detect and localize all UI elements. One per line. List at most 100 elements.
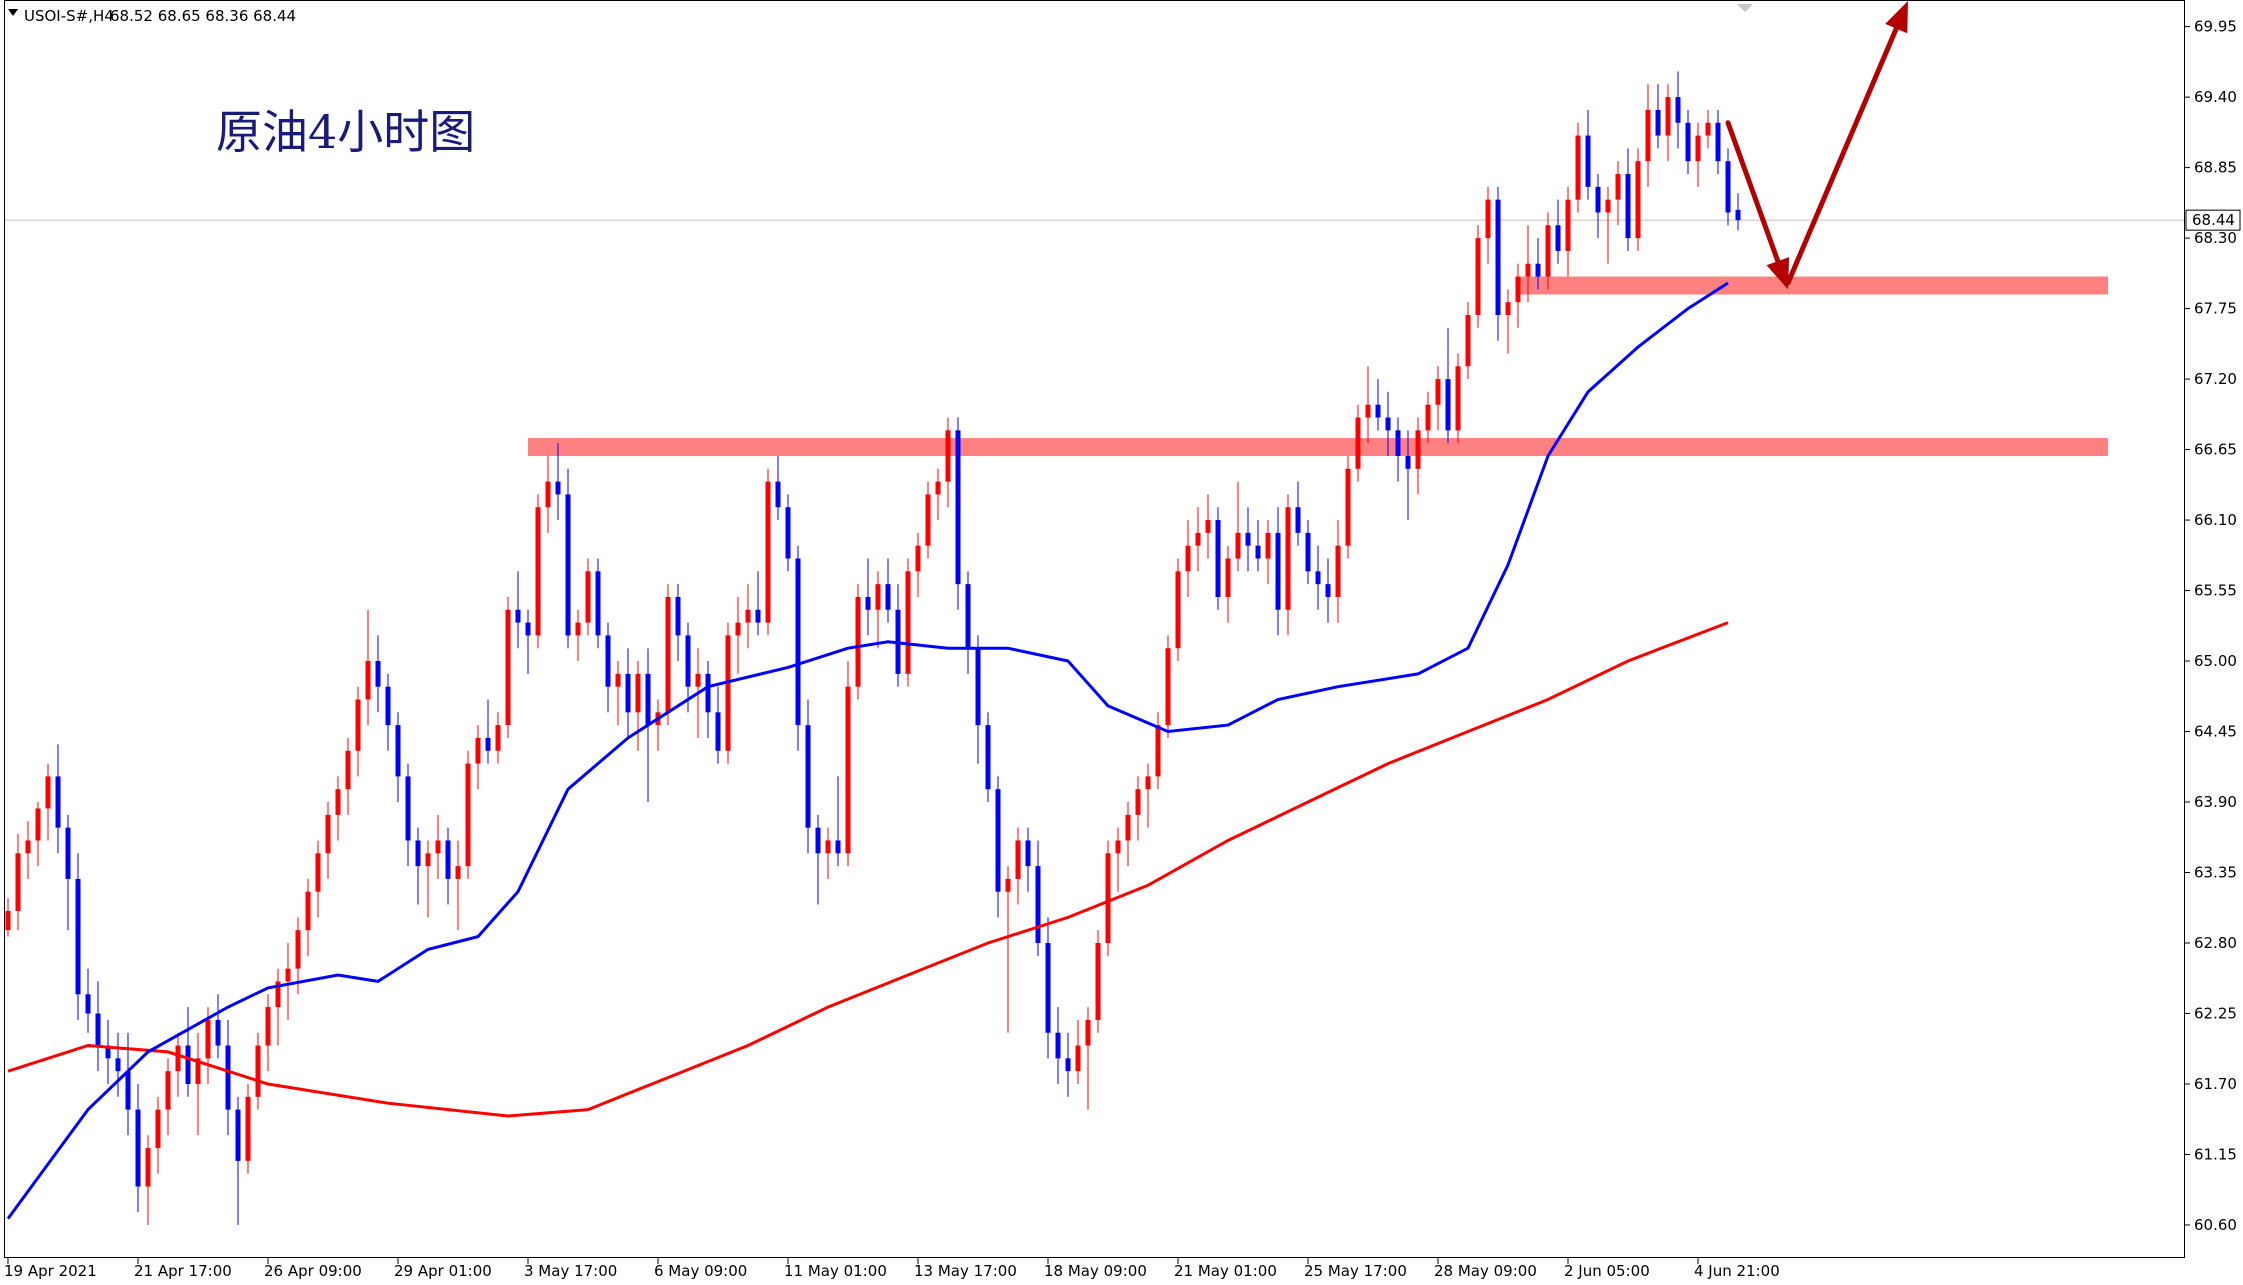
- candle-body: [485, 737, 491, 751]
- candle-body: [105, 1045, 111, 1059]
- candle: [1485, 186, 1491, 264]
- candle: [875, 571, 881, 649]
- trend-arrow-1[interactable]: [1785, 1, 1908, 286]
- candle: [1345, 455, 1351, 559]
- candle: [25, 821, 31, 879]
- current-price-tag: 68.44: [2185, 209, 2241, 231]
- candle-body: [345, 750, 351, 790]
- candle-body: [1715, 122, 1721, 162]
- candle-body: [695, 673, 701, 687]
- candle: [1385, 391, 1391, 456]
- candle: [835, 776, 841, 867]
- candle-body: [195, 1058, 201, 1084]
- candle: [1335, 520, 1341, 623]
- candle-body: [875, 584, 881, 610]
- candle-body: [425, 853, 431, 867]
- candle: [1655, 84, 1661, 149]
- candle-body: [1175, 571, 1181, 649]
- candle-body: [1615, 174, 1621, 200]
- candle-body: [1625, 174, 1631, 239]
- candle: [1225, 545, 1231, 623]
- candle: [415, 827, 421, 905]
- candle: [1665, 84, 1671, 162]
- resistance-zone-1[interactable]: [1518, 276, 2108, 295]
- price-tick-11: 63.90: [2184, 793, 2237, 811]
- candle: [655, 699, 661, 751]
- candle-body: [115, 1058, 121, 1072]
- candle-body: [1195, 532, 1201, 546]
- candle: [555, 443, 561, 521]
- candle: [765, 468, 771, 636]
- candle-body: [1375, 404, 1381, 418]
- candle-body: [395, 725, 401, 777]
- price-tick-7: 66.10: [2184, 511, 2237, 529]
- time-label: 21 May 01:00: [1174, 1262, 1277, 1280]
- time-tick-5: 6 May 09:00: [654, 1258, 747, 1280]
- candle-body: [845, 686, 851, 854]
- scroll-marker-icon[interactable]: [1737, 4, 1753, 12]
- candle-body: [1405, 455, 1411, 469]
- candle: [5, 898, 11, 937]
- candle: [1675, 71, 1681, 149]
- candle-body: [65, 827, 71, 879]
- candle-body: [145, 1148, 151, 1187]
- candle-body: [1685, 122, 1691, 162]
- candle-body: [1645, 109, 1651, 162]
- candle: [1075, 1019, 1081, 1084]
- candle-body: [955, 430, 961, 585]
- candle-body: [55, 776, 61, 828]
- candle-body: [1335, 545, 1341, 597]
- candle: [1465, 302, 1471, 380]
- candle: [845, 661, 851, 867]
- candle-body: [815, 827, 821, 854]
- candle: [1545, 212, 1551, 290]
- trend-arrow-0[interactable]: [1725, 120, 1790, 290]
- price-tick-3: 68.30: [2184, 229, 2237, 247]
- time-tick-9: 21 May 01:00: [1174, 1258, 1277, 1280]
- candle: [1645, 84, 1651, 187]
- candle-body: [1565, 199, 1571, 251]
- ohlc-readout: 68.52 68.65 68.36 68.44: [110, 7, 296, 25]
- price-tick-15: 61.70: [2184, 1075, 2237, 1093]
- price-tick-4: 67.75: [2184, 300, 2237, 318]
- candle-body: [185, 1045, 191, 1084]
- candle-body: [135, 1109, 141, 1187]
- time-tick-1: 21 Apr 17:00: [134, 1258, 232, 1280]
- candle: [1285, 494, 1291, 636]
- candle-body: [1045, 943, 1051, 1033]
- dropdown-triangle-icon[interactable]: [8, 9, 18, 16]
- candle-body: [945, 430, 951, 482]
- candle: [1145, 763, 1151, 828]
- candle: [145, 1135, 151, 1225]
- candle-body: [505, 609, 511, 726]
- candle: [175, 1032, 181, 1097]
- candle-body: [765, 481, 771, 623]
- candle-body: [1695, 135, 1701, 162]
- candle-body: [1105, 853, 1111, 943]
- candle-body: [45, 776, 51, 809]
- time-tick-12: 2 Jun 05:00: [1564, 1258, 1650, 1280]
- candle-body: [865, 596, 871, 610]
- candle-body: [675, 596, 681, 636]
- candle-body: [565, 494, 571, 636]
- price-label: 68.85: [2194, 159, 2237, 177]
- candle: [505, 596, 511, 738]
- candle: [535, 494, 541, 649]
- candle: [1005, 866, 1011, 1033]
- candle: [485, 699, 491, 764]
- resistance-zone-0[interactable]: [528, 438, 2108, 456]
- candle-body: [755, 609, 761, 623]
- candle: [635, 661, 641, 751]
- candle-body: [1235, 532, 1241, 559]
- plot-frame: [4, 0, 2185, 1258]
- time-label: 29 Apr 01:00: [394, 1262, 492, 1280]
- candle: [1455, 353, 1461, 444]
- candle-body: [405, 776, 411, 841]
- candle-body: [1355, 417, 1361, 469]
- candle-body: [125, 1071, 131, 1110]
- candle: [335, 776, 341, 841]
- candle-body: [795, 558, 801, 726]
- candle-body: [1605, 199, 1611, 213]
- candle: [1205, 494, 1211, 559]
